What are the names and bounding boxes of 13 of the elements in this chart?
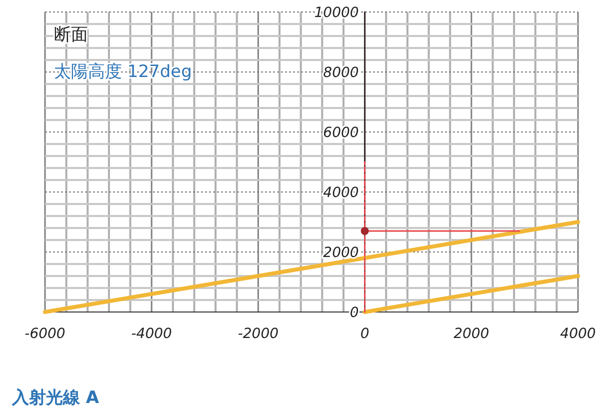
y-tick-label: 8000 xyxy=(323,65,359,81)
x-tick-label: -6000 xyxy=(24,326,66,342)
x-tick-label: -2000 xyxy=(238,326,279,342)
text: 入射光線 A xyxy=(11,388,100,408)
text: 断面 xyxy=(54,25,88,45)
x-tick-label: 2000 xyxy=(454,326,490,342)
y-tick-label: 2000 xyxy=(323,245,359,261)
x-tick-label: 0 xyxy=(360,326,370,342)
y-tick-label: 4000 xyxy=(323,185,359,201)
x-tick-label: -4000 xyxy=(131,326,172,342)
y-tick-label: 6000 xyxy=(323,125,359,141)
y-tick-label: 10000 xyxy=(314,5,359,21)
x-tick-label: 4000 xyxy=(560,326,596,342)
